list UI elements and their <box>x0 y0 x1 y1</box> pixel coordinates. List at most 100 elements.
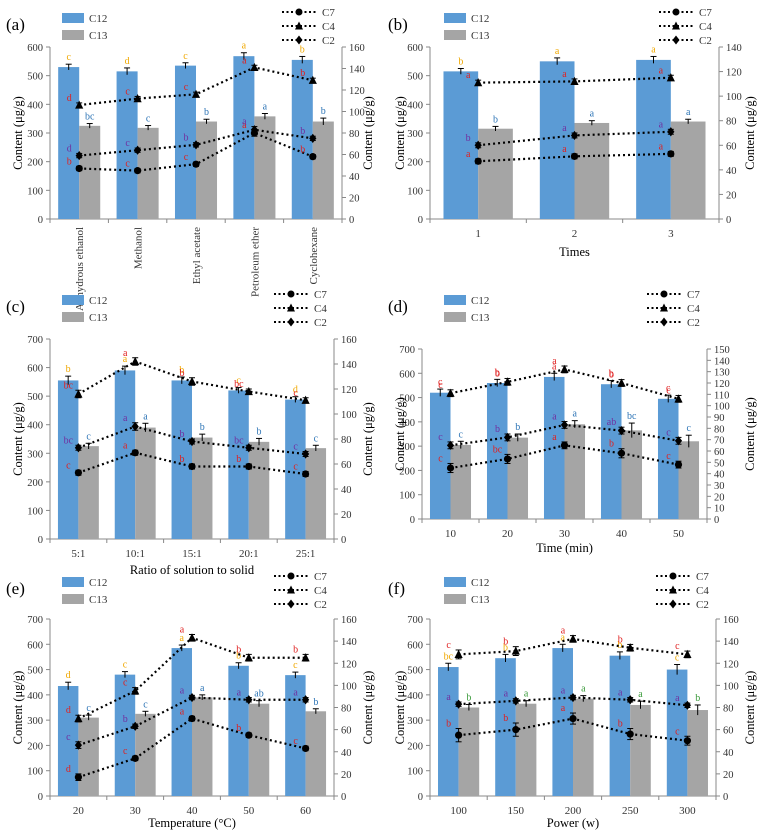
y2-tick-label: 0 <box>349 215 354 226</box>
y2-tick-label: 60 <box>349 151 360 162</box>
chart-panel-4: (e) C12 C13 C7 C4 C2 0 100 200 300 400 500 600 700 0 20… <box>6 571 375 830</box>
significance-letter: a <box>466 149 471 160</box>
significance-letter: c <box>66 460 71 471</box>
y2-tick-label: 140 <box>723 637 739 648</box>
point-c7 <box>560 441 569 449</box>
y-tick-label: 500 <box>27 666 43 677</box>
significance-letter: b <box>300 145 305 156</box>
legend-label-c4: C4 <box>314 585 327 597</box>
significance-letter: c <box>675 653 680 664</box>
y-tick-label: 300 <box>399 442 415 453</box>
significance-letter: a <box>123 440 128 451</box>
y-tick-label: 400 <box>407 100 423 111</box>
significance-letter: a <box>242 120 247 131</box>
bar-c12 <box>114 370 136 539</box>
y-tick-label: 0 <box>38 535 43 546</box>
y2-tick-label: 120 <box>714 379 730 390</box>
x-axis-title: Ratio of solution to solid <box>130 563 255 577</box>
y-tick-label: 600 <box>27 640 43 651</box>
significance-letter: a <box>638 689 643 700</box>
y2-tick-label: 60 <box>341 460 352 471</box>
significance-letter: c <box>666 385 671 396</box>
y2-tick-label: 160 <box>349 43 365 54</box>
y2-tick-label: 40 <box>341 485 352 496</box>
y2-tick-label: 80 <box>723 704 734 715</box>
point-c2 <box>302 449 310 459</box>
line-c4 <box>79 66 314 107</box>
point-c4 <box>131 686 140 695</box>
significance-letter: a <box>466 70 471 81</box>
legend-swatch-c13 <box>444 312 466 322</box>
significance-letter: c <box>687 423 692 434</box>
point-c7 <box>131 449 139 457</box>
legend-swatch-c12 <box>62 13 84 23</box>
point-c7 <box>188 462 196 471</box>
significance-letter: a <box>242 55 247 66</box>
significance-letter: c <box>438 380 443 391</box>
bar-c13 <box>458 707 480 796</box>
y2-tick-label: 120 <box>349 86 365 97</box>
y-tick-label: 500 <box>27 392 43 403</box>
significance-letter: b <box>300 44 305 55</box>
significance-letter: c <box>293 660 298 671</box>
significance-letter: b <box>236 644 241 655</box>
y2-tick-label: 140 <box>714 356 730 367</box>
significance-letter: c <box>459 429 464 440</box>
legend-swatch-c12 <box>444 295 466 305</box>
significance-letter: b <box>495 367 500 378</box>
x-tick-label: 20:1 <box>239 548 259 560</box>
bar-c12 <box>495 658 516 796</box>
bar-c13 <box>196 121 218 219</box>
significance-letter: c <box>236 376 241 387</box>
bar-c12 <box>171 648 192 796</box>
point-c7 <box>683 737 691 745</box>
y2-tick-label: 40 <box>714 470 725 481</box>
significance-letter: c <box>123 746 128 757</box>
significance-letter: b <box>236 651 241 662</box>
significance-letter: bc <box>493 444 503 455</box>
significance-letter: a <box>504 689 509 700</box>
legend-marker-c2 <box>287 317 295 327</box>
significance-letter: a <box>581 684 586 695</box>
bar-c13 <box>192 697 213 796</box>
point-c7 <box>192 160 200 168</box>
significance-letter: c <box>293 462 298 473</box>
significance-letter: b <box>300 68 305 79</box>
significance-letter: b <box>123 714 128 725</box>
significance-letter: b <box>236 723 241 734</box>
y-tick-label: 100 <box>399 491 415 502</box>
y2-tick-label: 90 <box>714 413 725 424</box>
significance-letter: a <box>651 44 656 55</box>
point-c4 <box>308 75 317 84</box>
legend-marker-c2 <box>660 317 668 327</box>
y-tick-label: 400 <box>27 691 43 702</box>
point-c7 <box>503 455 512 463</box>
y2-tick-label: 40 <box>341 748 352 759</box>
point-c4 <box>617 378 626 387</box>
significance-letter: b <box>695 693 700 704</box>
y-axis-title: Content (μg/g) <box>393 671 407 745</box>
x-tick-label: 60 <box>300 805 312 817</box>
significance-letter: c <box>143 699 148 710</box>
x-tick-label: 10 <box>445 528 457 540</box>
y2-tick-label: 20 <box>714 492 725 503</box>
y-tick-label: 700 <box>27 335 43 346</box>
bar-c13 <box>79 125 101 219</box>
bar-c12 <box>666 669 688 796</box>
bar-c12 <box>57 686 79 796</box>
bar-c12 <box>228 390 249 539</box>
bar-c13 <box>78 717 99 796</box>
bar-c12 <box>636 59 671 220</box>
legend-label-c4: C4 <box>687 303 700 315</box>
significance-letter: bc <box>85 112 95 123</box>
point-c4 <box>244 386 253 396</box>
legend-marker-c7 <box>295 8 303 16</box>
x-tick-label: 40 <box>616 528 628 540</box>
bar-c13 <box>678 441 700 519</box>
bar-c12 <box>285 399 306 539</box>
y2-tick-label: 40 <box>349 172 360 183</box>
significance-letter: ab <box>607 417 616 428</box>
y2-tick-label: 140 <box>726 43 742 54</box>
x-tick-label: 30 <box>130 805 142 817</box>
y2-tick-label: 150 <box>714 345 730 356</box>
